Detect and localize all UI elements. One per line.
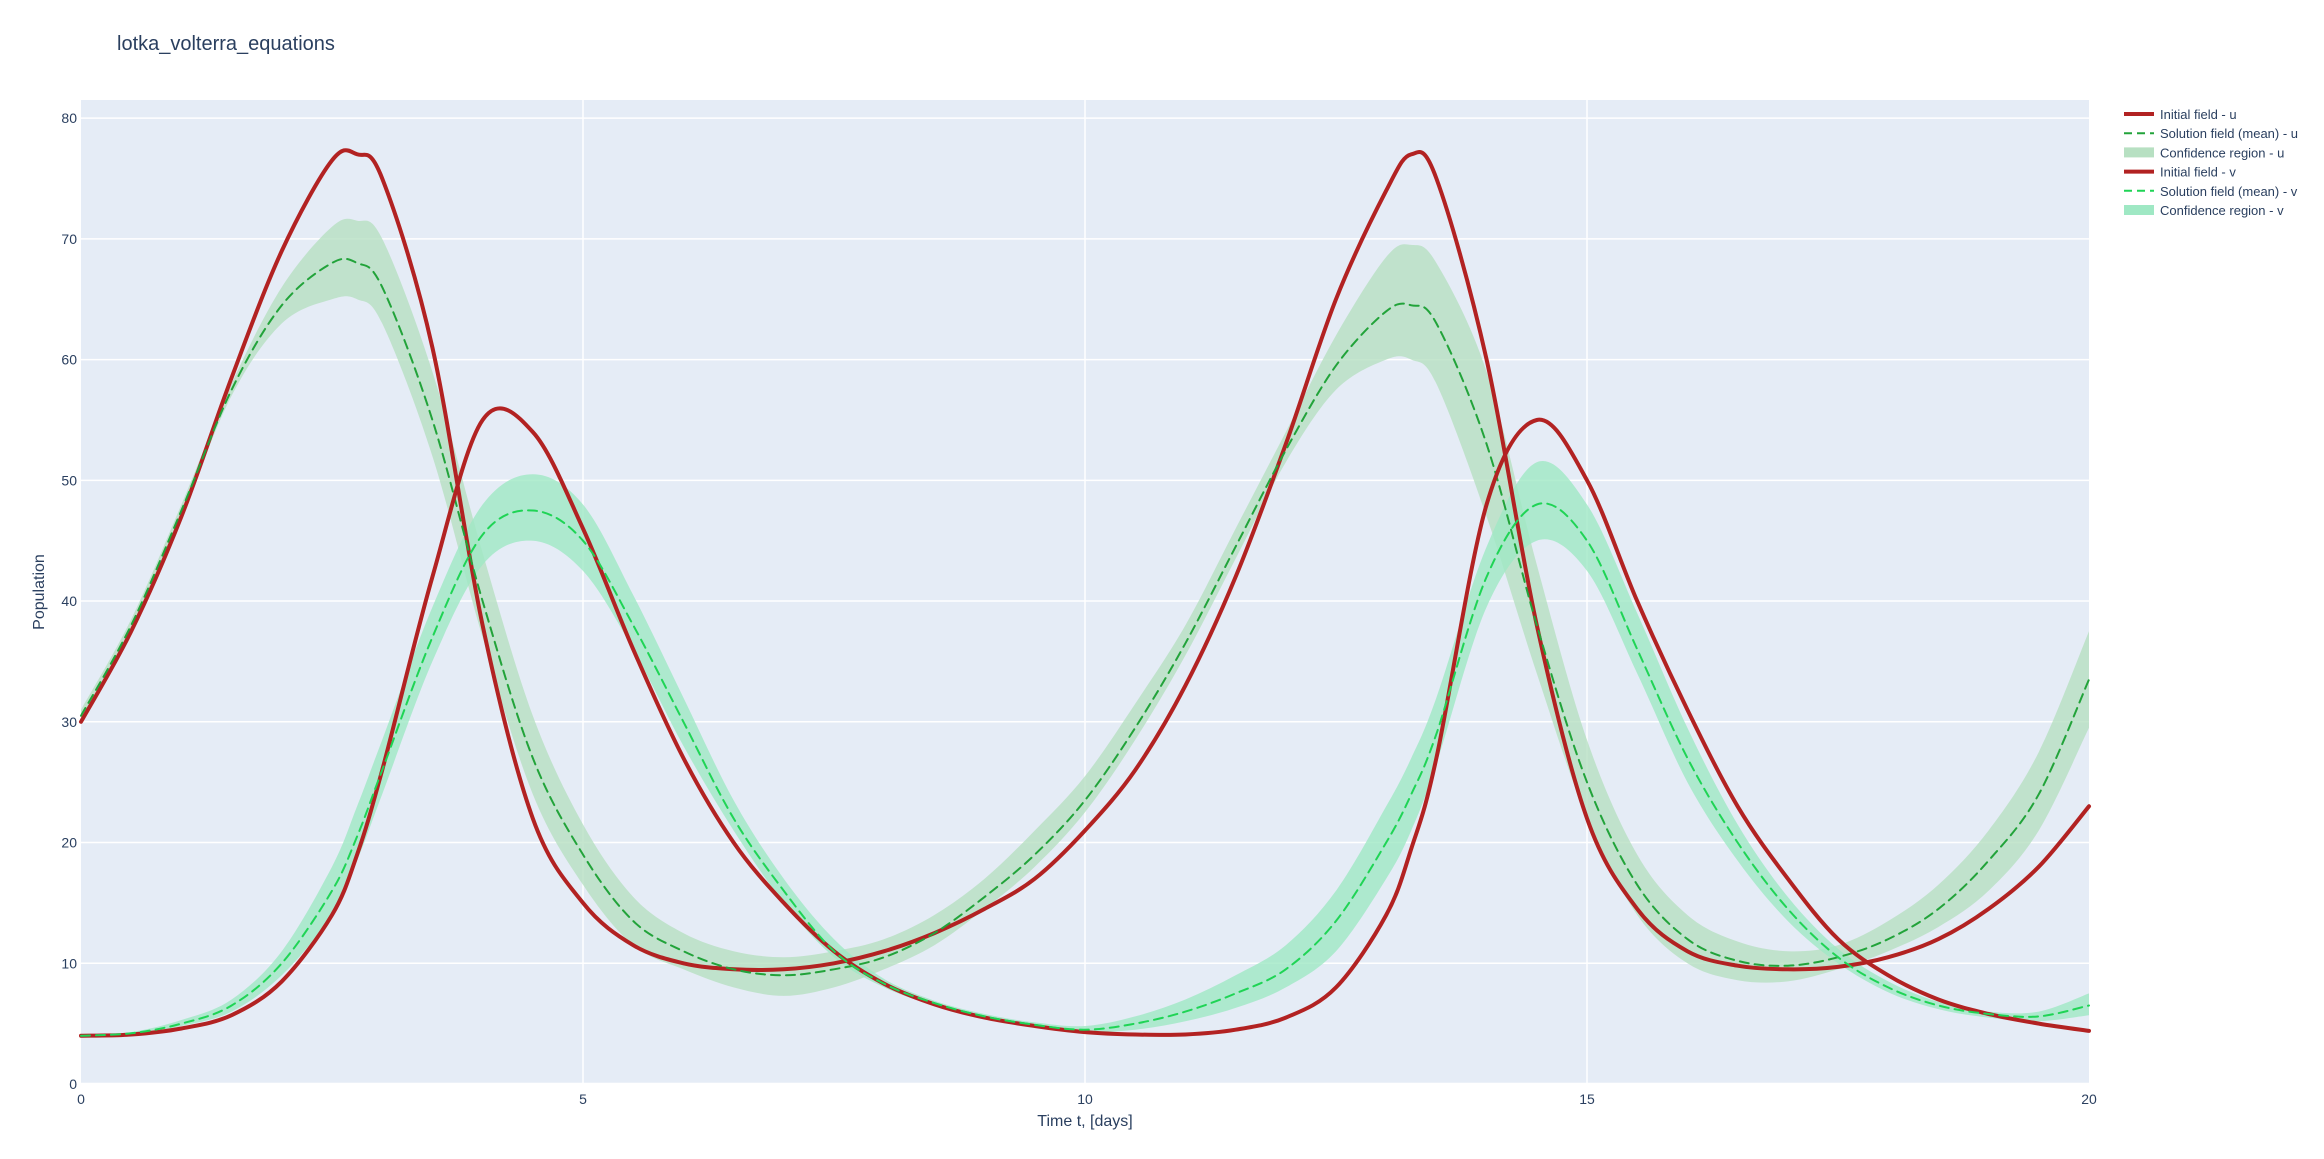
chart-title: lotka_volterra_equations xyxy=(117,33,335,55)
line-initial-field-v xyxy=(79,406,2091,1038)
line-solution-field-mean-v xyxy=(80,502,2090,1037)
x-tick-label: 20 xyxy=(2081,1091,2097,1107)
legend-label: Solution field (mean) - v xyxy=(2160,184,2298,199)
x-tick-label: 10 xyxy=(1077,1091,1093,1107)
legend-item[interactable]: Confidence region - v xyxy=(2124,203,2284,218)
y-axis-ticks: 0 10 20 30 40 50 60 70 80 xyxy=(61,110,77,1092)
grid xyxy=(81,100,2089,1086)
legend-swatch xyxy=(2124,205,2154,215)
legend-label: Confidence region - u xyxy=(2160,145,2284,160)
x-axis-ticks: 0 5 10 15 20 xyxy=(77,1091,2097,1107)
legend-item[interactable]: Confidence region - u xyxy=(2124,145,2284,160)
x-axis-title: Time t, [days] xyxy=(1037,1113,1132,1130)
y-tick-label: 50 xyxy=(61,472,77,488)
y-axis-title: Population xyxy=(31,554,48,630)
legend-label: Confidence region - v xyxy=(2160,203,2284,218)
confidence-bands xyxy=(81,218,2089,1036)
legend-item[interactable]: Solution field (mean) - v xyxy=(2124,184,2298,199)
band-confidence-region-v xyxy=(81,460,2089,1036)
y-tick-label: 20 xyxy=(61,835,77,851)
x-tick-label: 0 xyxy=(77,1091,85,1107)
line-solution-field-mean-u xyxy=(80,257,2090,977)
band-confidence-region-u xyxy=(81,218,2089,996)
y-tick-label: 60 xyxy=(61,352,77,368)
legend-label: Solution field (mean) - u xyxy=(2160,126,2298,141)
legend-label: Initial field - v xyxy=(2160,165,2236,180)
legend-item[interactable]: Initial field - u xyxy=(2124,107,2237,122)
y-tick-label: 80 xyxy=(61,110,77,126)
legend-item[interactable]: Solution field (mean) - u xyxy=(2124,126,2298,141)
legend-item[interactable]: Initial field - v xyxy=(2124,165,2236,180)
y-tick-label: 10 xyxy=(61,955,77,971)
legend: Initial field - u Solution field (mean) -… xyxy=(2124,107,2298,218)
y-tick-label: 30 xyxy=(61,714,77,730)
legend-swatch xyxy=(2124,147,2154,158)
series-lines xyxy=(79,148,2091,1038)
line-initial-field-u xyxy=(79,148,2091,973)
y-tick-label: 0 xyxy=(69,1076,77,1092)
legend-label: Initial field - u xyxy=(2160,107,2237,122)
y-tick-label: 40 xyxy=(61,593,77,609)
y-tick-label: 70 xyxy=(61,231,77,247)
x-tick-label: 5 xyxy=(579,1091,587,1107)
x-tick-label: 15 xyxy=(1579,1091,1595,1107)
